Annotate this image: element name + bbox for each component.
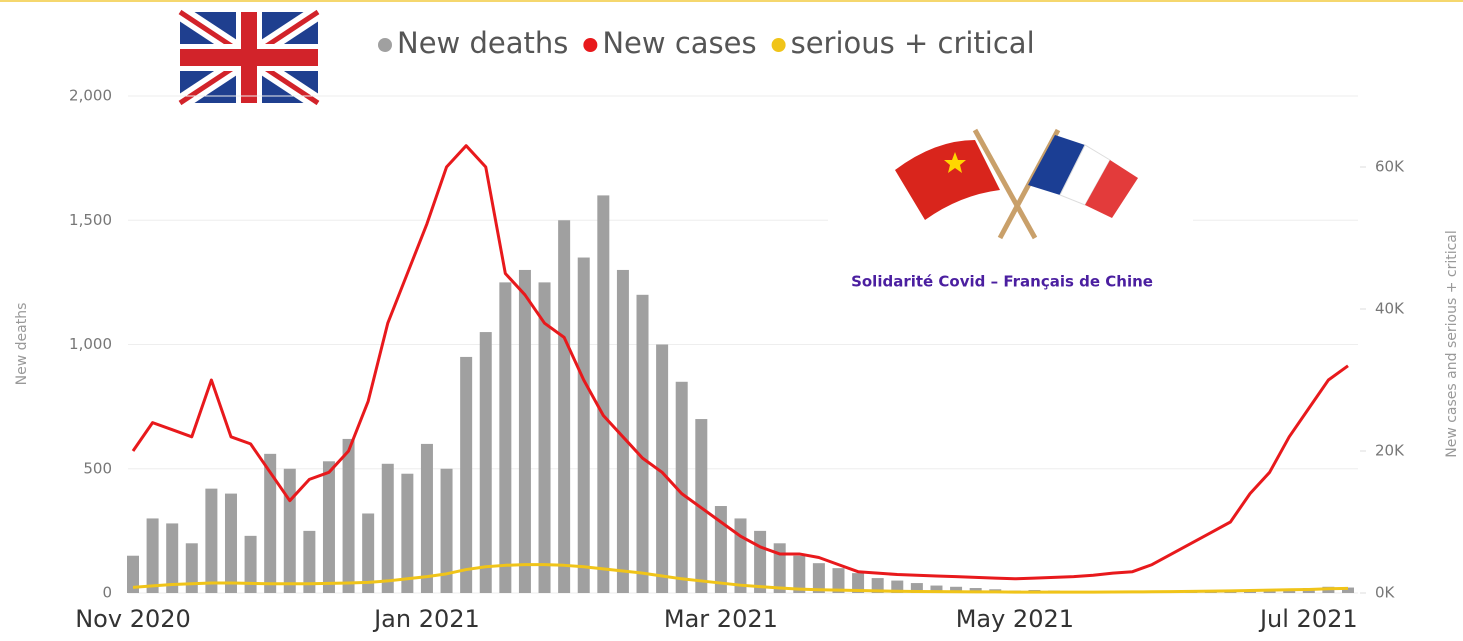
bar bbox=[636, 294, 649, 593]
legend-label: serious + critical bbox=[791, 26, 1035, 60]
bar bbox=[401, 473, 414, 593]
bar bbox=[597, 195, 610, 593]
y-tick-label: 2,000 bbox=[69, 87, 112, 105]
bar bbox=[518, 269, 531, 593]
bar bbox=[381, 463, 394, 593]
y-tick-label: 500 bbox=[83, 459, 112, 477]
y-tick-label: 1,000 bbox=[69, 335, 112, 353]
bar bbox=[322, 461, 335, 593]
bar bbox=[558, 220, 571, 593]
bar bbox=[910, 583, 923, 593]
bar bbox=[185, 543, 198, 593]
x-tick-label: Jan 2021 bbox=[372, 605, 480, 633]
line bbox=[131, 144, 1349, 581]
y-tick-label: 1,500 bbox=[69, 211, 112, 229]
bar bbox=[734, 518, 747, 593]
bar bbox=[342, 438, 355, 593]
legend-marker bbox=[583, 38, 598, 52]
bar bbox=[656, 344, 669, 593]
y-tick-label: 0 bbox=[102, 584, 112, 602]
bar bbox=[616, 269, 629, 593]
bar bbox=[754, 530, 767, 593]
x-tick-label: May 2021 bbox=[956, 605, 1074, 633]
bar bbox=[499, 282, 512, 593]
bar bbox=[440, 468, 453, 593]
legend-label: New deaths bbox=[397, 26, 568, 60]
bar bbox=[950, 586, 963, 593]
y2-tick-label: 60K bbox=[1375, 158, 1405, 176]
bar bbox=[127, 555, 139, 593]
bar bbox=[871, 578, 884, 593]
y2-tick-label: 0K bbox=[1375, 584, 1396, 602]
y2-tick-label: 40K bbox=[1375, 300, 1405, 318]
y2-axis-title: New cases and serious + critical bbox=[1444, 230, 1460, 458]
x-tick-label: Jul 2021 bbox=[1258, 605, 1358, 633]
bar bbox=[793, 555, 806, 593]
bar bbox=[1342, 587, 1354, 593]
bar bbox=[244, 535, 257, 593]
legend-marker bbox=[771, 38, 786, 52]
bar bbox=[283, 468, 296, 593]
bar bbox=[303, 530, 316, 593]
bar bbox=[577, 257, 590, 593]
legend-marker bbox=[378, 38, 392, 52]
plot: 0 500 1,000 1,500 2,000 0K 20K 40K 60K Nov 2020 Ja… bbox=[69, 87, 1405, 634]
bar bbox=[224, 493, 237, 593]
bar bbox=[205, 488, 218, 593]
badge-text: Solidarité Covid – Français de Chine bbox=[851, 273, 1153, 291]
bar bbox=[479, 332, 492, 593]
bar bbox=[166, 523, 179, 593]
bar bbox=[460, 356, 473, 593]
bar bbox=[538, 282, 551, 593]
badge: Solidarité Covid – Français de Chine bbox=[828, 122, 1193, 300]
y2-tick-label: 20K bbox=[1375, 442, 1405, 460]
line bbox=[132, 563, 1349, 594]
legend-label: New cases bbox=[602, 26, 756, 60]
x-tick-label: Mar 2021 bbox=[664, 605, 778, 633]
bar bbox=[420, 443, 433, 593]
bar bbox=[264, 453, 277, 593]
bar bbox=[812, 563, 825, 593]
bar bbox=[852, 573, 865, 593]
bar bbox=[362, 513, 375, 593]
bar bbox=[714, 506, 727, 593]
x-tick-label: Nov 2020 bbox=[75, 605, 191, 633]
bar bbox=[146, 518, 159, 593]
bar bbox=[832, 568, 845, 593]
bar bbox=[773, 543, 786, 593]
y-axis-title: New deaths bbox=[14, 303, 30, 386]
bar bbox=[930, 585, 943, 593]
bar bbox=[675, 381, 688, 593]
uk-flag bbox=[175, 5, 323, 110]
